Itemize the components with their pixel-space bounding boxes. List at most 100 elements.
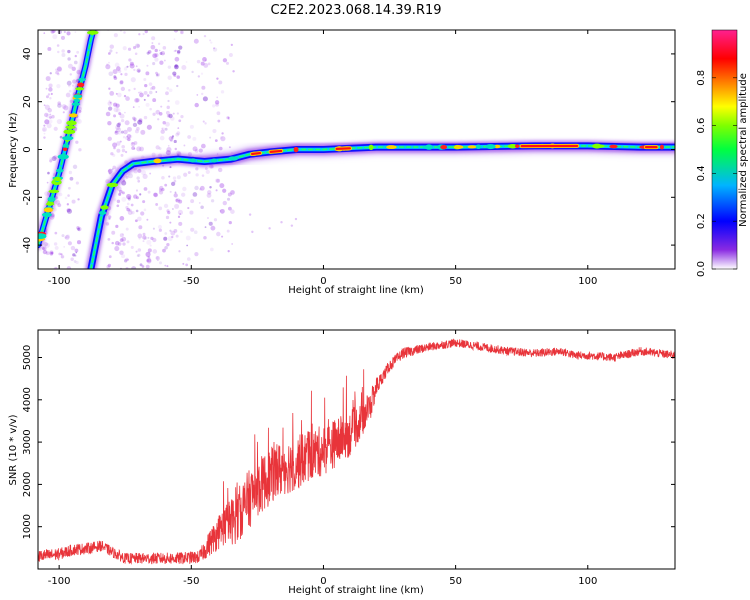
spectrogram-speckle [215,189,218,192]
spectrogram-speckle [117,69,122,73]
spectrogram-speckle [60,254,65,259]
spectrogram-speckle [151,152,156,157]
spectrogram-speckle [113,114,117,118]
spectrogram-speckle [172,71,177,76]
spectrogram-speckle [49,116,52,119]
spectrogram-speckle [215,102,219,107]
spectrogram-speckle [126,65,129,68]
spectrogram-speckle [112,153,116,157]
spectrogram-speckle [126,202,130,206]
spectrogram-speckle [219,208,225,214]
spectrogram-speckle [199,188,202,191]
spectrogram-speckle [226,116,230,120]
spectrogram-speckle [122,179,126,182]
spectrogram-speckle [43,124,46,127]
spectrogram-speckle [47,93,51,96]
spectrogram-speckle [78,148,82,152]
snr-y-label: SNR (10 * v/v) [8,414,19,485]
spectrogram-speckle [158,228,162,232]
spectrogram-speckle [42,247,45,250]
spectrogram-speckle [173,193,178,198]
ridge-segment-red [269,149,283,153]
spectrogram-speckle [43,104,46,107]
spectrogram-speckle [139,193,142,196]
spectrogram-speckle [45,251,50,256]
spectrogram-speckle [120,73,123,76]
spectrogram-speckle [161,188,165,192]
spectrogram-speckle [203,63,209,68]
spectrogram-speckle [141,265,145,268]
spectrogram-speckle [142,232,146,236]
spectrogram-speckle [139,263,143,267]
spectrogram-speckle [174,147,178,151]
spectrogram-speckle [133,141,138,145]
spectrogram-speckle [165,150,171,156]
spectrogram-speckle [112,69,118,75]
spectrogram-speckle [201,85,206,90]
spectrogram-speckle [151,85,156,90]
spectrogram-speckle [155,109,161,115]
spectrogram-speckle [290,224,294,227]
spectrogram-speckle [155,73,160,78]
spectrogram-speckle [132,116,136,121]
spectrogram-speckle [119,140,122,143]
spectrogram-speckle [72,79,77,84]
spectrogram-speckle [143,78,147,82]
spectrogram-speckle [121,254,126,259]
spectrogram-speckle [118,112,122,116]
spectrogram-x-ticks: -100 -50 0 50 100 [48,30,597,287]
spectrogram-speckle [164,127,168,131]
spectrogram-speckle [139,91,142,94]
spectrogram-speckle [125,65,128,69]
spectrogram-speckle [121,196,127,202]
ridge-hotspot [62,143,70,149]
spectrogram-speckle [173,139,177,144]
spectrogram-speckle [62,111,65,114]
spectrogram-speckle [150,236,154,240]
spectrogram-speckle [191,70,194,74]
spectrogram-speckle [61,53,66,57]
y-tick-label: 20 [22,95,33,108]
spectrogram-speckle [138,237,141,240]
colorbar-label: Normalized spectral amplitude [738,73,749,227]
spectrogram-speckle [70,257,74,261]
spectrogram-speckle [66,208,71,213]
spectrogram-speckle [51,30,56,33]
spectrogram-speckle [167,65,172,69]
spectrogram-speckle [119,216,125,221]
ridge-hotspot [514,144,520,148]
spectrogram-speckle [169,229,172,232]
spectrogram-speckle [146,218,149,221]
ridge-hotspot [71,102,81,106]
spectrogram-speckle [123,129,128,135]
spectrogram-speckle [51,156,57,162]
spectrogram-speckle [116,92,122,98]
spectrogram-speckle [47,108,52,113]
spectrogram-speckle [115,51,118,54]
spectrogram-speckle [146,256,149,259]
spectrogram-speckle [166,242,170,247]
spectrogram-speckle [144,30,148,34]
ridge-hotspot [227,156,239,161]
spectrogram-speckle [164,264,167,267]
ridge-hotspot [422,145,430,149]
spectrogram-speckle [145,71,150,76]
spectrogram-speckle [57,203,62,208]
spectrogram-speckle [75,251,78,254]
x-tick-label: -50 [183,576,199,587]
spectrogram-speckle [151,42,154,44]
spectrogram-speckle [153,192,159,198]
spectrogram-speckle [226,229,230,233]
spectrogram-speckle [42,126,47,132]
spectrogram-speckle [121,233,124,236]
spectrogram-speckle [46,181,49,184]
spectrogram-speckle [227,250,230,253]
spectrogram-speckle [46,123,52,129]
ridge-hotspot [368,144,374,151]
spectrogram-speckle [202,120,205,123]
spectrogram-speckle [108,87,111,90]
spectrogram-speckle [134,129,139,134]
spectrogram-speckle [110,152,114,156]
spectrogram-speckle [75,260,79,265]
spectrogram-speckle [173,179,177,183]
